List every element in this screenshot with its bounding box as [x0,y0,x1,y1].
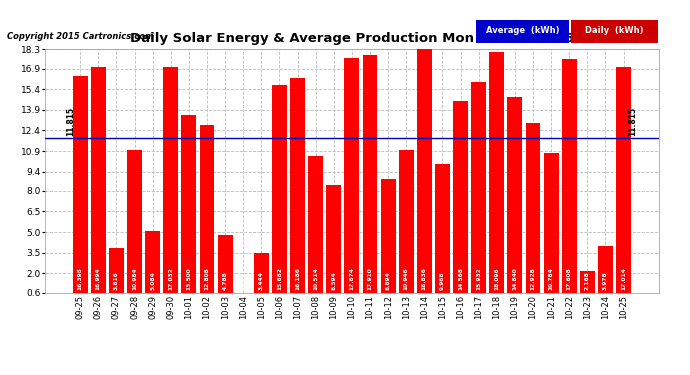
Bar [308,156,323,301]
Text: 16.186: 16.186 [295,268,300,291]
Bar [254,254,269,301]
Bar [181,116,196,301]
Bar [526,123,540,301]
Bar [72,75,88,301]
Bar [580,271,595,301]
Text: 15.932: 15.932 [476,268,481,291]
Text: 14.840: 14.840 [513,268,518,291]
Bar [199,125,215,301]
Text: 9.968: 9.968 [440,272,445,291]
Bar [91,68,106,301]
Text: 12.928: 12.928 [531,268,535,291]
Bar [489,52,504,301]
Bar [435,164,450,301]
Bar [453,100,468,301]
Text: 3.444: 3.444 [259,272,264,291]
Text: 10.784: 10.784 [549,268,553,291]
Text: 2.168: 2.168 [585,272,590,291]
Title: Daily Solar Energy & Average Production Mon Oct 26 17:46: Daily Solar Energy & Average Production … [130,32,574,45]
Text: 0.000: 0.000 [241,272,246,291]
Text: 13.500: 13.500 [186,268,191,291]
Text: 17.032: 17.032 [168,268,173,291]
Bar [616,67,631,301]
Text: 17.014: 17.014 [621,268,626,291]
Bar [471,82,486,301]
Text: 12.808: 12.808 [204,268,210,291]
Bar [127,150,142,301]
Bar [381,178,395,301]
Bar [362,55,377,301]
Text: Daily  (kWh): Daily (kWh) [585,26,643,35]
Bar [164,67,178,301]
Text: 17.608: 17.608 [566,268,572,291]
Bar [326,186,342,301]
Text: 8.894: 8.894 [386,272,391,291]
Text: 14.568: 14.568 [458,268,463,291]
Text: Copyright 2015 Cartronics.com: Copyright 2015 Cartronics.com [7,32,154,41]
Bar [508,97,522,301]
Text: 18.096: 18.096 [494,268,500,291]
Bar [544,153,559,301]
Text: 17.674: 17.674 [349,268,355,291]
Text: 16.994: 16.994 [96,268,101,291]
Bar [399,150,414,301]
Bar [272,86,287,301]
Bar [145,231,160,301]
Text: 10.984: 10.984 [132,268,137,291]
Text: 4.788: 4.788 [223,272,228,291]
Text: Average  (kWh): Average (kWh) [486,26,559,35]
Bar [562,59,577,301]
Bar [217,235,233,301]
Text: 18.836: 18.836 [422,268,427,291]
Bar [290,78,305,301]
Bar [344,58,359,301]
Text: 8.394: 8.394 [331,272,336,291]
Bar [109,248,124,301]
Text: 16.398: 16.398 [78,268,83,291]
Text: 3.816: 3.816 [114,272,119,291]
Text: 3.978: 3.978 [603,272,608,291]
Text: 10.946: 10.946 [404,268,408,291]
Bar [417,42,432,301]
Text: 5.084: 5.084 [150,272,155,291]
Text: 17.910: 17.910 [368,268,373,291]
Bar [598,246,613,301]
Text: 11.815: 11.815 [628,107,637,136]
Text: 15.682: 15.682 [277,268,282,291]
Text: 10.514: 10.514 [313,268,318,291]
Text: 11.815: 11.815 [67,107,76,136]
